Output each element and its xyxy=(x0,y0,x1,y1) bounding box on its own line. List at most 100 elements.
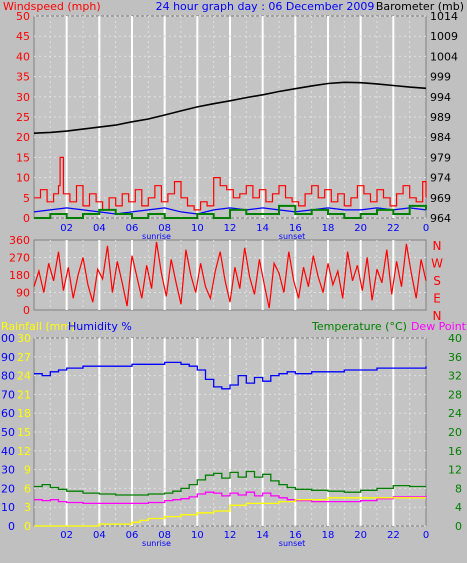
direction-tick-label: 360 xyxy=(9,234,30,247)
temp-x-note: sunrise xyxy=(142,539,171,548)
barometer-tick-label: 964 xyxy=(430,212,451,225)
temp-series xyxy=(34,361,427,527)
rainfall-tick-label: 9 xyxy=(24,464,31,477)
temp-x-tick-label: 12 xyxy=(224,530,237,541)
wind-tick-label: 10 xyxy=(16,172,30,185)
rainfall-tick-label: 21 xyxy=(17,388,31,401)
barometer-tick-label: 1009 xyxy=(430,30,458,43)
temperature-tick-label: 4 xyxy=(455,501,462,514)
direction-axis-ticks: 0 90 180 270 360 xyxy=(9,234,30,317)
gust-line xyxy=(34,204,427,219)
rainfall-tick-label: 3 xyxy=(24,501,31,514)
humidity-tick-label: 20 xyxy=(1,482,15,495)
temperature-tick-label: 16 xyxy=(448,445,462,458)
temp-x-tick-label: 10 xyxy=(191,530,204,541)
wind-axis-label: Windspeed (mph) xyxy=(3,0,101,13)
wind-tick-label: 45 xyxy=(16,30,30,43)
temp-x-tick-label: 14 xyxy=(256,530,269,541)
temp-x-tick-label: 18 xyxy=(322,530,335,541)
temp-x-notes: sunrise sunset xyxy=(142,539,305,548)
wind-x-axis-ticks: 02 04 06 08 10 12 14 16 18 20 22 0 xyxy=(60,223,429,234)
direction-tick-label: 0 xyxy=(23,304,30,317)
direction-tick-label: 90 xyxy=(16,287,30,300)
barometer-tick-label: 969 xyxy=(430,192,451,205)
humidity-tick-label: 50 xyxy=(1,426,15,439)
compass-letter: S xyxy=(433,274,441,288)
temperature-tick-label: 12 xyxy=(448,464,462,477)
wind-x-tick-label: 20 xyxy=(354,223,367,234)
temperature-tick-label: 0 xyxy=(455,520,462,533)
wind-speed-line xyxy=(34,156,427,211)
temp-x-tick-label: 20 xyxy=(354,530,367,541)
rainfall-axis-label: Rainfall (mm) xyxy=(1,320,75,333)
direction-series xyxy=(33,241,427,309)
wind-x-tick-label: 02 xyxy=(60,223,73,234)
wind-x-tick-label: 16 xyxy=(289,223,302,234)
barometer-tick-label: 989 xyxy=(430,111,451,124)
rainfall-tick-label: 24 xyxy=(17,370,31,383)
humidity-tick-label: 60 xyxy=(1,407,15,420)
wind-x-note: sunrise xyxy=(142,232,171,241)
rainfall-tick-label: 0 xyxy=(24,520,31,533)
rainfall-tick-label: 12 xyxy=(17,445,31,458)
temperature-tick-label: 20 xyxy=(448,426,462,439)
direction-tick-label: 270 xyxy=(9,252,30,265)
rainfall-tick-label: 18 xyxy=(17,407,31,420)
barometer-line xyxy=(33,81,427,134)
temperature-tick-label: 8 xyxy=(455,482,462,495)
wind-x-tick-label: 08 xyxy=(158,223,171,234)
barometer-tick-label: 974 xyxy=(430,172,451,185)
wind-x-tick-label: 0 xyxy=(423,223,429,234)
temp-x-tick-label: 16 xyxy=(289,530,302,541)
humidity-axis-label: Humidity % xyxy=(68,320,132,333)
humidity-tick-label: 90 xyxy=(1,351,15,364)
humidity-tick-label: 40 xyxy=(1,445,15,458)
compass-letter: N xyxy=(433,309,442,323)
temperature-tick-label: 24 xyxy=(448,407,462,420)
rainfall-axis-ticks: 0 3 6 9 12 15 18 21 24 27 30 xyxy=(17,332,31,533)
wind-x-notes: sunrise sunset xyxy=(142,232,305,241)
wind-tick-label: 15 xyxy=(16,151,30,164)
temp-x-tick-label: 22 xyxy=(387,530,400,541)
wind-x-note: sunset xyxy=(279,232,306,241)
barometer-tick-label: 979 xyxy=(430,151,451,164)
dew-point-line xyxy=(34,491,427,505)
barometer-tick-label: 999 xyxy=(430,71,451,84)
wind-tick-label: 0 xyxy=(23,212,30,225)
rainfall-tick-label: 30 xyxy=(17,332,31,345)
humidity-line xyxy=(34,361,427,390)
temperature-tick-label: 40 xyxy=(448,332,462,345)
barometer-tick-label: 984 xyxy=(430,131,451,144)
barometer-axis-label: Barometer (mb) xyxy=(376,0,464,13)
humidity-tick-label: 70 xyxy=(1,388,15,401)
humidity-tick-label: 10 xyxy=(1,501,15,514)
wind-barometer-panel: Windspeed (mph) 24 hour graph day : 06 D… xyxy=(3,0,464,241)
wind-x-tick-label: 12 xyxy=(224,223,237,234)
temperature-tick-label: 32 xyxy=(448,370,462,383)
wind-x-tick-label: 10 xyxy=(191,223,204,234)
wind-x-tick-label: 14 xyxy=(256,223,269,234)
temp-x-note: sunset xyxy=(279,539,306,548)
barometer-axis-ticks: 964 969 974 979 984 989 994 999 1004 1009 1014 xyxy=(430,10,458,225)
temp-x-axis-ticks: 02 04 06 08 10 12 14 16 18 20 22 0 xyxy=(60,530,429,541)
temperature-axis-ticks: 0 4 8 12 16 20 24 28 32 36 40 xyxy=(448,332,462,533)
wind-tick-label: 20 xyxy=(16,131,30,144)
wind-axis-ticks: 0 5 10 15 20 25 30 35 40 45 50 xyxy=(16,10,30,225)
wind-tick-label: 5 xyxy=(23,192,30,205)
wind-tick-label: 35 xyxy=(16,71,30,84)
temp-humidity-panel: Rainfall (mm) Humidity % Temperature (°C… xyxy=(0,320,467,548)
dew-point-axis-label: Dew Point xyxy=(411,320,467,333)
chart-title: 24 hour graph day : 06 December 2009 xyxy=(156,0,375,13)
humidity-tick-label: 80 xyxy=(1,370,15,383)
temperature-tick-label: 28 xyxy=(448,388,462,401)
wind-x-tick-label: 06 xyxy=(126,223,139,234)
wind-direction-line xyxy=(33,241,427,309)
wind-tick-label: 40 xyxy=(16,50,30,63)
compass-letter: E xyxy=(433,292,441,306)
temp-x-tick-label: 02 xyxy=(60,530,73,541)
wind-x-tick-label: 22 xyxy=(387,223,400,234)
rainfall-tick-label: 6 xyxy=(24,482,31,495)
